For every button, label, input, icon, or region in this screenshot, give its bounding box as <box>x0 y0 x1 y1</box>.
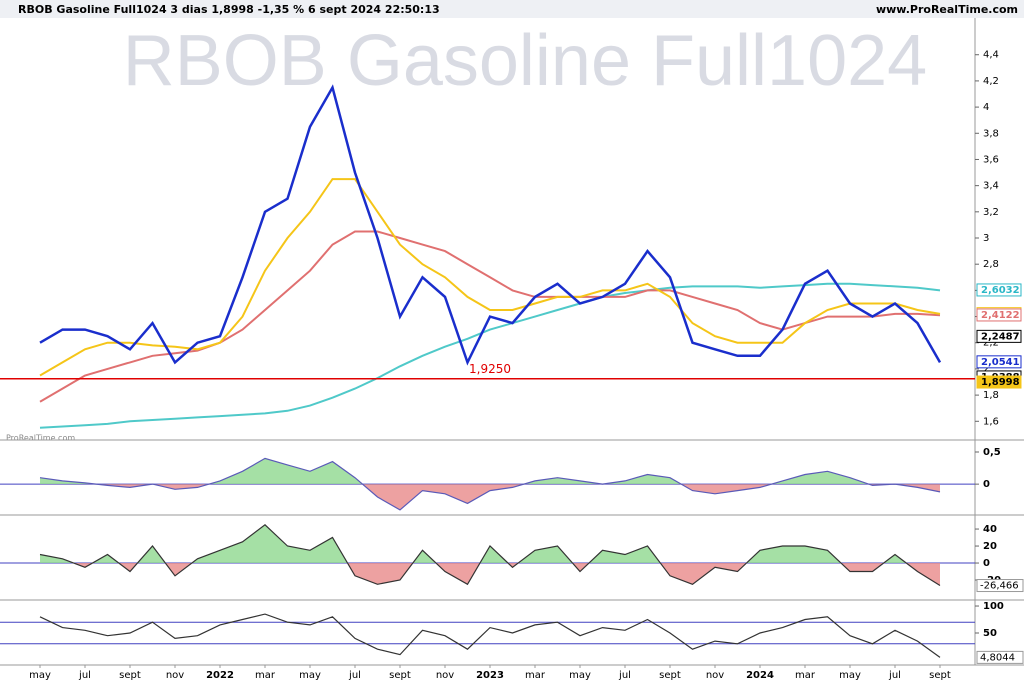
x-tick-label: nov <box>436 670 454 681</box>
x-tick-label: may <box>299 670 321 681</box>
y-tick-label: 2 <box>983 364 989 375</box>
y-tick-label: 4,2 <box>983 76 999 87</box>
y-tick-label: 2,8 <box>983 259 999 270</box>
value-tag-label: -26,466 <box>980 581 1019 592</box>
y-tick-label: 100 <box>983 601 1004 612</box>
y-tick-label: 1,6 <box>983 416 999 427</box>
x-tick-label: sept <box>119 670 141 681</box>
x-tick-label: may <box>29 670 51 681</box>
y-tick-label: 20 <box>983 541 997 552</box>
x-tick-label: jul <box>888 670 901 681</box>
indicator-line <box>39 524 941 587</box>
value-tag-label: 4,8044 <box>980 652 1015 663</box>
y-tick-label: 40 <box>983 524 997 535</box>
area-negative <box>40 484 940 510</box>
value-tag <box>976 579 1024 593</box>
x-tick-label: may <box>839 670 861 681</box>
x-tick-label: jul <box>78 670 91 681</box>
y-tick-label: 0 <box>983 479 990 490</box>
x-tick-label: jul <box>348 670 361 681</box>
header-site: www.ProRealTime.com <box>876 3 1018 16</box>
x-tick-label: 2022 <box>206 670 234 681</box>
value-tag <box>976 650 1024 664</box>
brand: ProRealTime.com <box>6 434 75 443</box>
header-title: RBOB Gasoline Full1024 3 dias 1,8998 -1,… <box>18 3 440 16</box>
value-tag-label: 2,6032 <box>981 285 1020 296</box>
value-tag <box>976 355 1022 369</box>
value-tag <box>976 283 1022 297</box>
y-tick-label: 3,6 <box>983 154 999 165</box>
y-tick-label: 0 <box>983 558 990 569</box>
value-tag-label: 1,8998 <box>981 377 1020 388</box>
watermark: RBOB Gasoline Full1024 <box>123 21 927 101</box>
value-tag-label: 2,4122 <box>981 310 1020 321</box>
area-positive <box>40 524 940 564</box>
header-bar <box>0 0 1024 18</box>
x-tick-label: sept <box>389 670 411 681</box>
x-tick-label: nov <box>706 670 724 681</box>
price-line <box>39 282 941 429</box>
x-tick-label: mar <box>795 670 816 681</box>
y-tick-label: 3,8 <box>983 128 999 139</box>
price-line <box>39 230 941 403</box>
x-tick-label: 2024 <box>746 670 774 681</box>
x-tick-label: mar <box>525 670 546 681</box>
value-tag <box>976 375 1022 389</box>
value-tag-label: 2,2487 <box>981 331 1020 342</box>
y-tick-label: 0,5 <box>983 447 1001 458</box>
indicator-line <box>39 613 941 658</box>
x-tick-label: sept <box>929 670 951 681</box>
y-tick-label: 1,8 <box>983 390 999 401</box>
value-tag <box>976 329 1022 343</box>
value-tag <box>976 308 1022 322</box>
indicator-line <box>39 457 941 511</box>
x-tick-label: 2023 <box>476 670 504 681</box>
y-tick-label: 4 <box>983 102 989 113</box>
y-tick-label: 3,2 <box>983 207 999 218</box>
x-tick-label: nov <box>166 670 184 681</box>
support-label: 1,9250 <box>469 362 511 376</box>
y-tick-label: 3 <box>983 233 989 244</box>
value-tag-label: 2,0541 <box>981 357 1020 368</box>
price-line <box>39 84 942 366</box>
y-tick-label: 50 <box>983 628 997 639</box>
y-tick-label: 3,4 <box>983 181 999 192</box>
x-tick-label: mar <box>255 670 276 681</box>
x-tick-label: jul <box>618 670 631 681</box>
x-tick-label: may <box>569 670 591 681</box>
y-tick-label: 2,2 <box>983 338 999 349</box>
y-tick-label: 4,4 <box>983 50 999 61</box>
x-tick-label: sept <box>659 670 681 681</box>
